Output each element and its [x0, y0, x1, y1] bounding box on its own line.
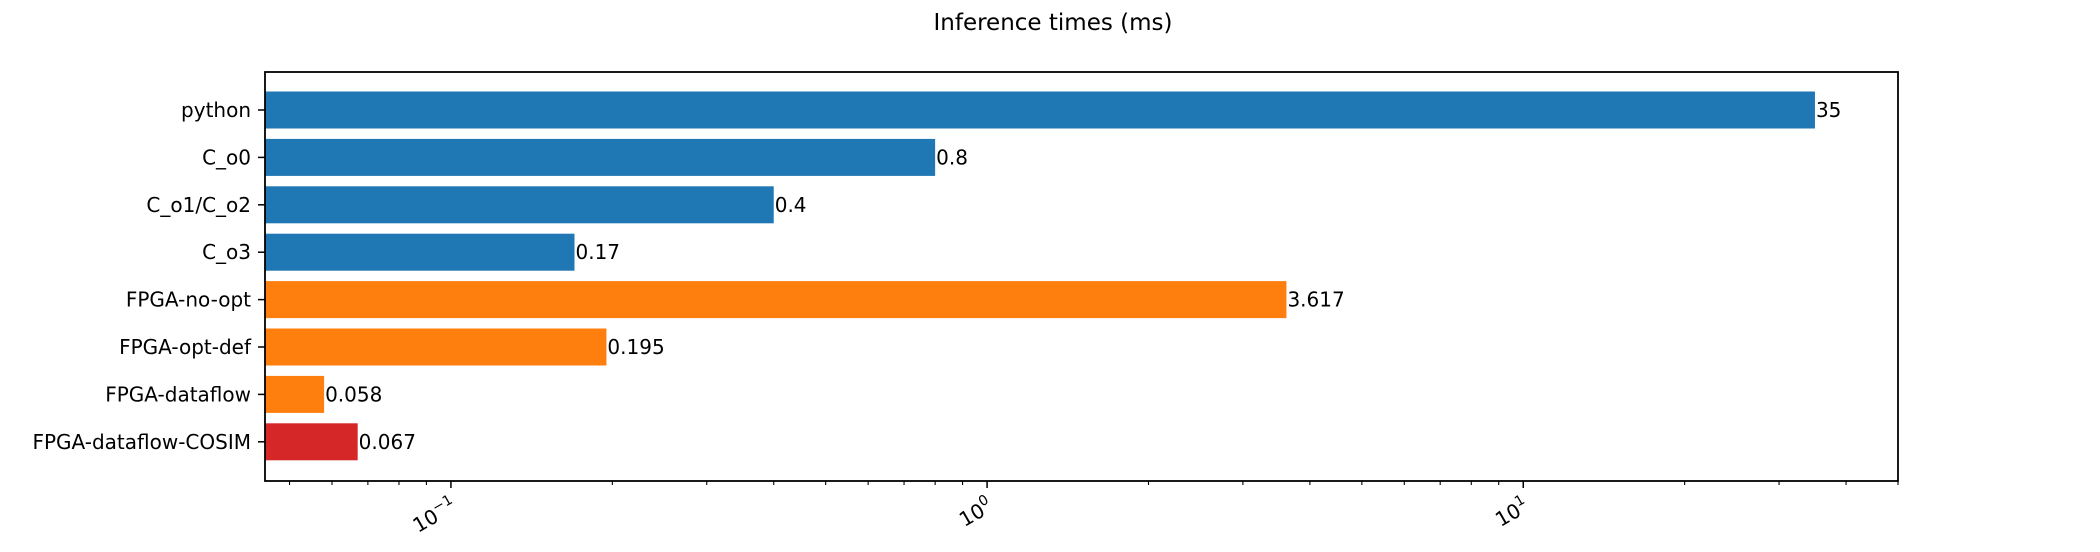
- y-tick-label-c-o0: C_o0: [202, 145, 251, 169]
- y-tick-label-fpga-no-opt: FPGA-no-opt: [126, 288, 251, 312]
- value-label-fpga-no-opt: 3.617: [1287, 288, 1344, 312]
- value-label-python: 35: [1816, 98, 1841, 122]
- bar-fpga-dataflow-cosim: [265, 423, 358, 461]
- x-tick-label: 101: [1490, 492, 1533, 532]
- y-tick-label-c-o3: C_o3: [202, 240, 251, 264]
- plot-frame: [264, 71, 1899, 482]
- bar-fpga-dataflow: [265, 375, 325, 413]
- y-axis: python C_o0 C_o1/C_o2 C_o3 FPGA-no-opt FPGA-o…: [32, 98, 265, 454]
- value-label-c-o1-c-o2: 0.4: [775, 193, 807, 217]
- y-tick-label-fpga-dataflow: FPGA-dataflow: [105, 382, 251, 406]
- y-tick-label-fpga-dataflow-cosim: FPGA-dataflow-COSIM: [32, 430, 251, 454]
- value-label-fpga-dataflow: 0.058: [325, 382, 382, 406]
- chart-title: Inference times (ms): [934, 10, 1173, 36]
- value-label-fpga-opt-def: 0.195: [607, 335, 664, 359]
- bar-fpga-no-opt: [265, 281, 1287, 319]
- value-label-c-o0: 0.8: [936, 145, 968, 169]
- y-tick-label-c-o1-c-o2: C_o1/C_o2: [146, 193, 251, 217]
- svg-text:10−1: 10−1: [408, 492, 461, 538]
- value-label-c-o3: 0.17: [575, 240, 620, 264]
- x-tick-label: 10−1: [408, 492, 461, 538]
- value-labels-layer: 35 0.8 0.4 0.17 3.617 0.195 0.058 0.067: [325, 98, 1841, 454]
- svg-text:100: 100: [954, 492, 997, 532]
- bar-c-o0: [265, 138, 936, 176]
- svg-text:101: 101: [1490, 492, 1533, 532]
- x-axis: 10−1 100 101: [288, 481, 1899, 538]
- bar-fpga-opt-def: [265, 328, 607, 366]
- x-tick-label: 100: [954, 492, 997, 532]
- y-tick-label-python: python: [181, 98, 251, 122]
- bar-c-o3: [265, 233, 575, 271]
- bar-python: [265, 91, 1815, 129]
- bar-c-o1-c-o2: [265, 186, 774, 224]
- value-label-fpga-dataflow-cosim: 0.067: [359, 430, 416, 454]
- bars-layer: [265, 91, 1815, 461]
- y-tick-label-fpga-opt-def: FPGA-opt-def: [119, 335, 252, 359]
